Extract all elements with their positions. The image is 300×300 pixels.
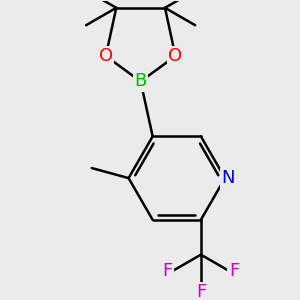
Text: B: B [134,73,147,91]
Text: F: F [229,262,239,280]
Text: N: N [222,169,235,187]
Text: O: O [168,47,182,65]
Text: F: F [196,283,206,300]
Text: O: O [99,47,113,65]
Text: F: F [163,262,173,280]
